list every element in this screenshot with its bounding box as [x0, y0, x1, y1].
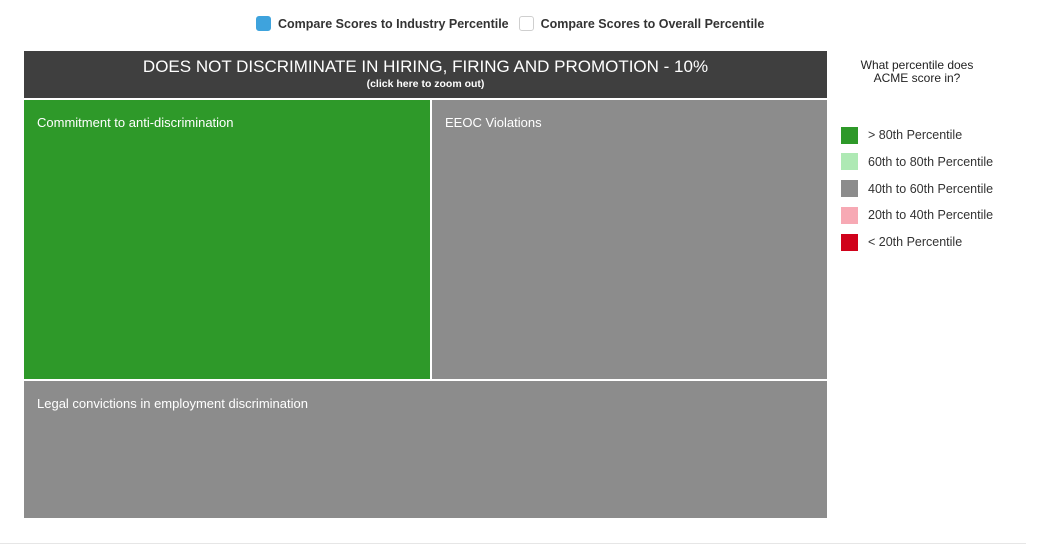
treemap-tile-label: Commitment to anti-discrimination	[37, 115, 234, 130]
legend-label: 60th to 80th Percentile	[868, 154, 994, 169]
legend-label: 20th to 40th Percentile	[868, 208, 994, 223]
legend-item: 20th to 40th Percentile	[841, 206, 993, 224]
zoom-out-hint: (click here to zoom out)	[366, 78, 485, 90]
legend-swatch	[841, 233, 858, 251]
legend-item: 60th to 80th Percentile	[841, 153, 993, 171]
industry-checkbox[interactable]	[256, 16, 271, 31]
legend-swatch	[841, 153, 858, 171]
legend-label: > 80th Percentile	[868, 128, 963, 142]
legend-label: < 20th Percentile	[868, 235, 963, 250]
industry-percentile-toggle[interactable]: Compare Scores to Industry Percentile	[256, 16, 509, 31]
treemap-tile-label: EEOC Violations	[445, 115, 542, 130]
legend-item: 40th to 60th Percentile	[841, 180, 993, 198]
treemap-tile-commitment[interactable]: Commitment to anti-discrimination	[24, 100, 430, 379]
bottom-divider	[0, 543, 1026, 544]
treemap-title: DOES NOT DISCRIMINATE IN HIRING, FIRING …	[142, 57, 709, 76]
overall-toggle-label[interactable]: Compare Scores to Overall Percentile	[540, 16, 765, 31]
legend-swatch	[841, 206, 858, 224]
overall-checkbox[interactable]	[518, 16, 534, 31]
treemap-tile-label: Legal convictions in employment discrimi…	[37, 396, 308, 411]
legend-title: What percentile does ACME score in?	[860, 58, 974, 85]
legend-swatch	[841, 126, 858, 144]
overall-percentile-toggle[interactable]: Compare Scores to Overall Percentile	[518, 16, 765, 31]
treemap-tile-legal-convictions[interactable]: Legal convictions in employment discrimi…	[24, 381, 827, 518]
compare-toggle-group: Compare Scores to Industry Percentile Co…	[256, 16, 764, 31]
percentile-legend: > 80th Percentile 60th to 80th Percentil…	[841, 126, 993, 260]
treemap-tile-eeoc[interactable]: EEOC Violations	[432, 100, 827, 379]
legend-label: 40th to 60th Percentile	[868, 181, 994, 196]
industry-toggle-label[interactable]: Compare Scores to Industry Percentile	[278, 16, 509, 31]
treemap-zoom-out-header[interactable]: DOES NOT DISCRIMINATE IN HIRING, FIRING …	[24, 51, 827, 98]
legend-item: < 20th Percentile	[841, 233, 993, 251]
legend-item: > 80th Percentile	[841, 126, 993, 144]
legend-swatch	[841, 180, 858, 198]
